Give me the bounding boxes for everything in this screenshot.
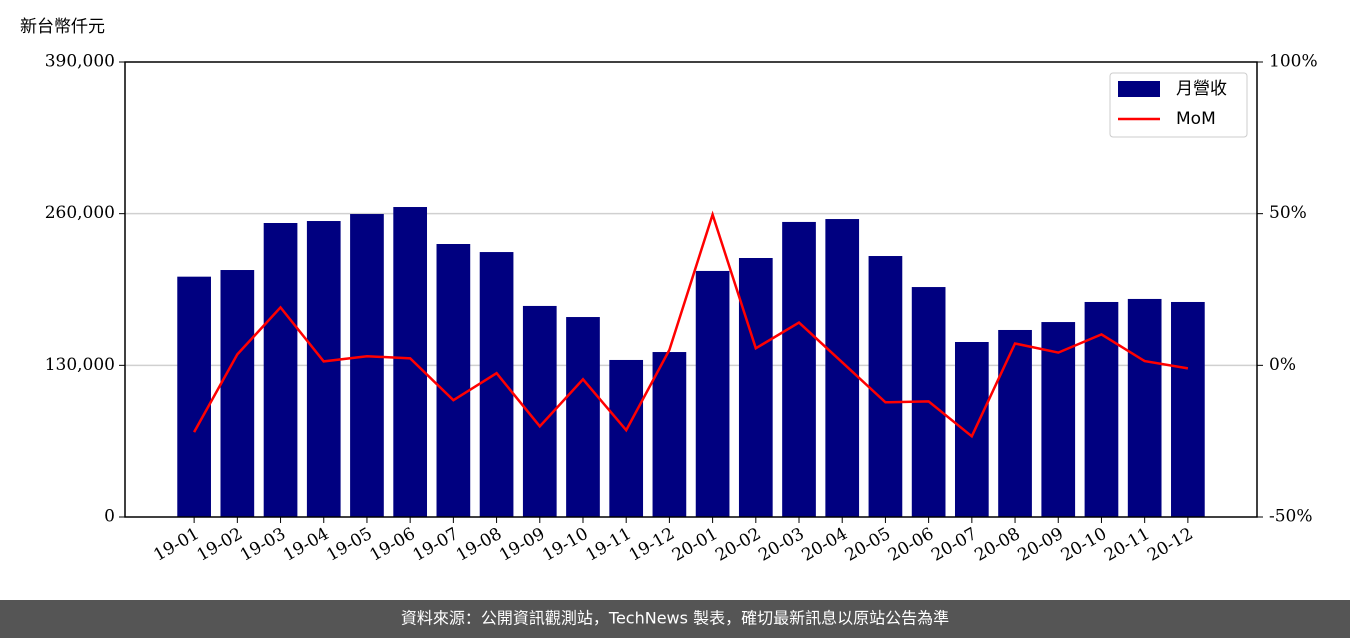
plot-frame bbox=[124, 61, 1258, 518]
bar bbox=[652, 352, 687, 517]
bar bbox=[350, 214, 384, 517]
y-tick-label: 390,000 bbox=[45, 52, 115, 72]
y-tick-label: 130,000 bbox=[45, 355, 115, 375]
bar bbox=[695, 270, 730, 517]
bar bbox=[954, 342, 989, 517]
legend-label: MoM bbox=[1176, 109, 1216, 129]
bar bbox=[825, 219, 860, 518]
bar bbox=[436, 244, 471, 517]
y-tick-label: 260,000 bbox=[45, 203, 115, 223]
bar bbox=[782, 221, 816, 517]
bar bbox=[609, 359, 644, 517]
bar bbox=[1127, 298, 1162, 517]
bar bbox=[868, 256, 903, 517]
bar bbox=[393, 207, 428, 517]
bar bbox=[220, 270, 255, 517]
y-axis-label: 新台幣仟元 bbox=[20, 17, 105, 37]
legend-label: 月營收 bbox=[1176, 79, 1227, 99]
bar bbox=[738, 258, 773, 517]
y2-tick-label: 0% bbox=[1269, 355, 1296, 375]
footer-bar bbox=[0, 600, 1350, 638]
bar bbox=[998, 329, 1032, 517]
bar bbox=[263, 223, 298, 517]
y2-tick-label: -50% bbox=[1269, 507, 1313, 527]
bar bbox=[306, 221, 341, 517]
y-tick-label: 0 bbox=[104, 507, 115, 527]
y2-tick-label: 50% bbox=[1269, 203, 1307, 223]
bar bbox=[177, 276, 211, 517]
bar bbox=[566, 317, 600, 517]
legend-swatch bbox=[1118, 81, 1160, 97]
bar bbox=[1041, 322, 1076, 517]
footer-text: 資料來源：公開資訊觀測站，TechNews 製表，確切最新訊息以原站公告為準 bbox=[401, 609, 949, 628]
bar bbox=[479, 252, 514, 518]
bar bbox=[1171, 301, 1205, 517]
y2-tick-label: 100% bbox=[1269, 52, 1318, 72]
line bbox=[193, 210, 1189, 439]
